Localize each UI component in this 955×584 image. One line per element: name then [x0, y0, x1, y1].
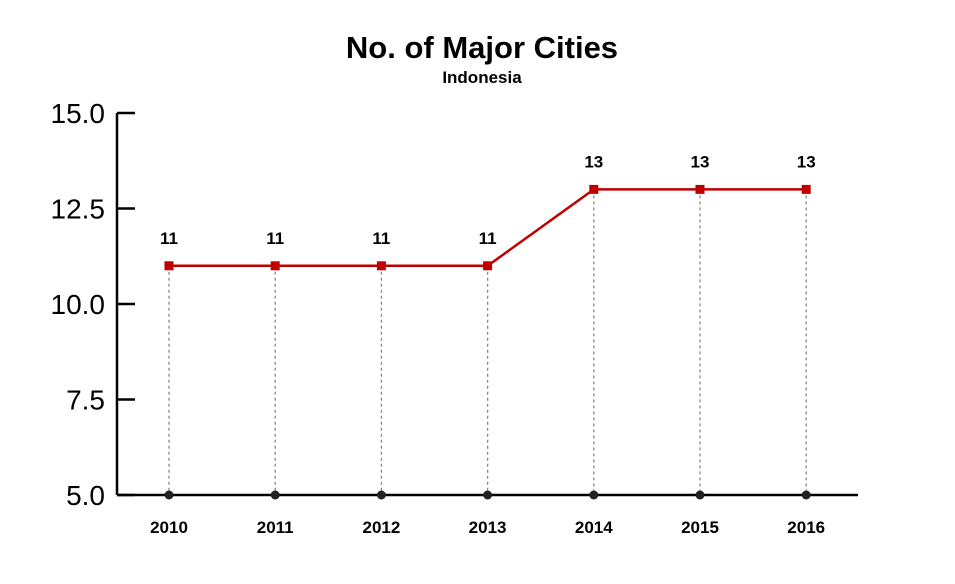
data-label: 11	[266, 229, 284, 248]
labels: 11 11 11 11 13 13 13	[160, 152, 816, 247]
x-tick-label: 2014	[575, 518, 613, 537]
y-tick-label: 5.0	[66, 480, 105, 511]
data-point	[270, 261, 280, 271]
x-tick-label: 2012	[362, 518, 400, 537]
base-dot	[376, 490, 386, 500]
chart-subtitle: Indonesia	[442, 68, 522, 87]
data-point	[589, 184, 599, 194]
data-label: 11	[372, 229, 390, 248]
series-line	[169, 188, 807, 268]
drop-lines	[164, 189, 811, 500]
x-tick-label: 2010	[150, 518, 188, 537]
data-point	[164, 261, 174, 271]
x-tick-label: 2013	[469, 518, 507, 537]
base-dot	[589, 490, 599, 500]
data-label: 11	[479, 229, 497, 248]
base-dot	[164, 490, 174, 500]
data-label: 11	[160, 229, 178, 248]
data-point	[695, 184, 705, 194]
base-dot	[695, 490, 705, 500]
data-label: 13	[584, 152, 603, 171]
x-tick-label: 2016	[787, 518, 825, 537]
data-point	[376, 261, 386, 271]
data-label: 13	[691, 152, 710, 171]
x-tick-label: 2011	[257, 518, 294, 537]
x-tick-label: 2015	[681, 518, 719, 537]
chart-title: No. of Major Cities	[346, 30, 618, 65]
base-dot	[270, 490, 280, 500]
data-label: 13	[797, 152, 816, 171]
data-point	[801, 184, 811, 194]
y-tick-label: 15.0	[51, 98, 106, 129]
base-dot	[801, 490, 811, 500]
y-tick-label: 12.5	[51, 194, 106, 225]
data-point	[483, 261, 493, 271]
y-tick-label: 7.5	[66, 385, 105, 416]
y-tick-label: 10.0	[51, 289, 106, 320]
axes: 5.0 7.5 10.0 12.5 15.0 2010 2011 2012 2013 2014 20…	[51, 98, 858, 537]
base-dot	[483, 490, 493, 500]
series	[164, 184, 811, 271]
